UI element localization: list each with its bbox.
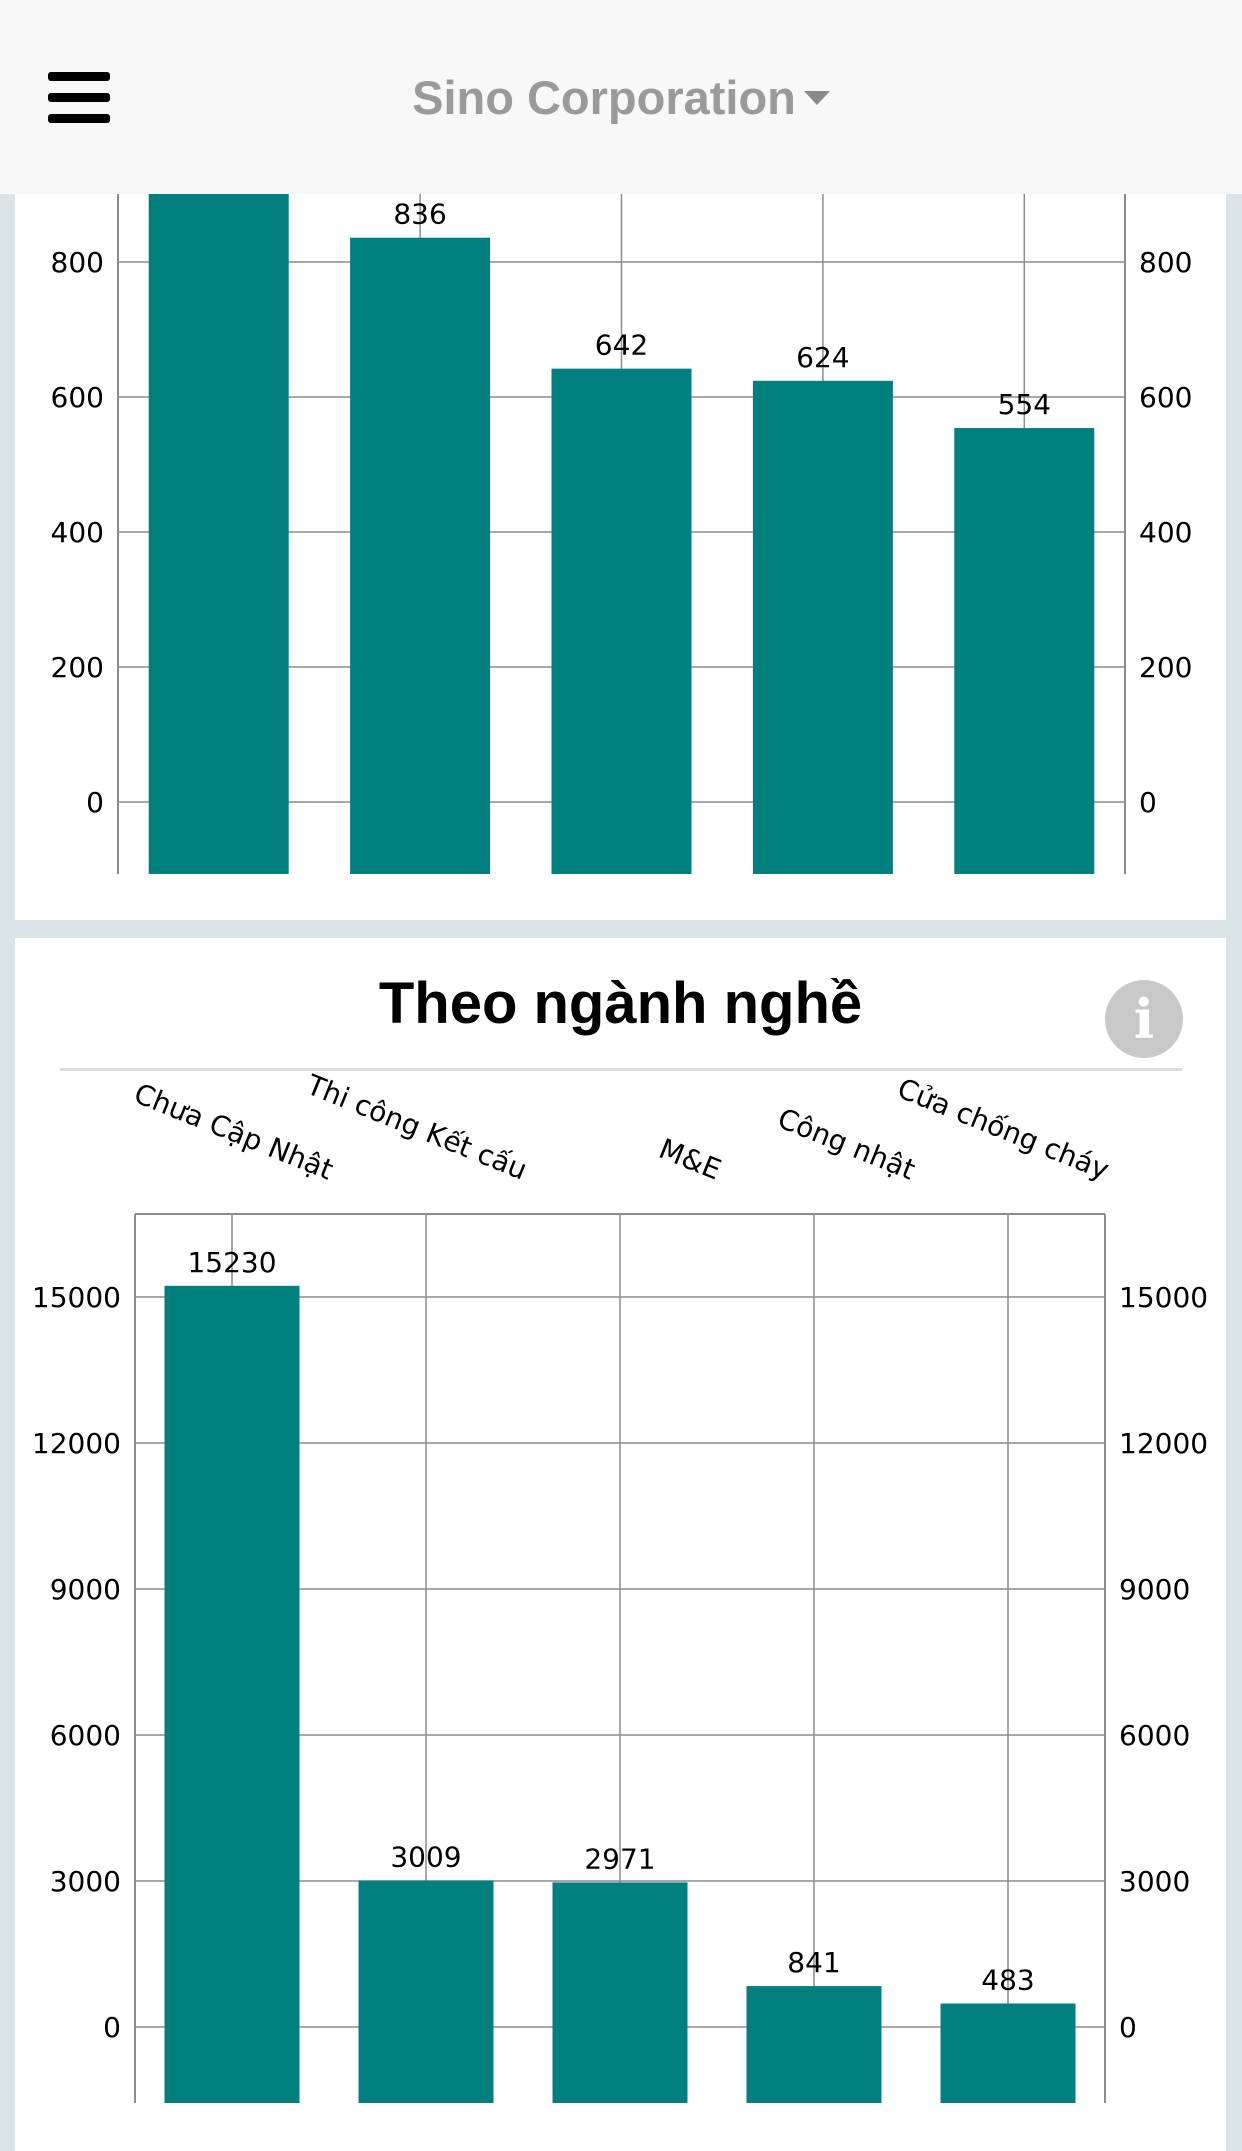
company-switcher[interactable]: Sino Corporation [0,70,1242,125]
data-label: 836 [393,198,446,231]
y-tick-label-left: 9000 [50,1573,121,1606]
data-label: 3009 [390,1841,461,1874]
category-label: Thi công Kết cấu [301,1068,531,1187]
company-name: Sino Corporation [412,71,796,124]
data-label: 483 [981,1963,1034,1996]
y-tick-label-right: 600 [1139,381,1192,414]
app-header: Sino Corporation [0,0,1242,194]
bar [358,1880,494,2103]
data-label: 2971 [584,1842,655,1875]
bar [940,2003,1076,2103]
bar [164,1285,300,2103]
y-tick-label-left: 800 [51,246,104,279]
data-label: 642 [595,329,648,362]
y-tick-label-left: 0 [86,786,104,819]
y-tick-label-right: 400 [1139,516,1192,549]
data-label: 624 [796,341,849,374]
y-tick-label-left: 0 [103,2011,121,2044]
chart-card-by-trade: Theo ngành nghề i 0 0 3000 3000 6000 6000 9000… [15,938,1226,2151]
bar [551,368,692,874]
chart-card-top: 0 0 200 200 400 400 600 600 800 800 836 642 624 554 [15,150,1226,920]
caret-down-icon [803,90,830,105]
hamburger-menu-icon[interactable] [48,72,110,124]
bar [350,237,491,874]
y-tick-label-left: 600 [51,381,104,414]
y-tick-label-right: 0 [1119,2011,1137,2044]
y-tick-label-right: 0 [1139,786,1157,819]
y-tick-label-left: 12000 [32,1427,121,1460]
y-tick-label-right: 6000 [1119,1719,1190,1752]
y-tick-label-left: 6000 [50,1719,121,1752]
y-tick-label-right: 200 [1139,651,1192,684]
y-tick-label-right: 3000 [1119,1865,1190,1898]
info-icon[interactable]: i [1105,980,1183,1058]
bar [148,150,289,874]
y-tick-label-left: 3000 [50,1865,121,1898]
y-tick-label-left: 15000 [32,1281,121,1314]
card-title: Theo ngành nghề [378,971,863,1036]
data-label: 15230 [187,1246,276,1279]
bar [552,1882,688,2103]
bar-chart-top: 0 0 200 200 400 400 600 600 800 800 836 642 624 554 [51,150,1192,874]
data-label: 841 [787,1946,840,1979]
y-tick-label-left: 400 [51,516,104,549]
bar [954,428,1095,874]
category-label: Công nhật [773,1102,920,1187]
y-tick-label-right: 15000 [1119,1281,1208,1314]
bar [752,380,893,874]
divider [60,1068,1182,1071]
y-tick-label-right: 800 [1139,246,1192,279]
category-label: M&E [654,1132,725,1186]
y-tick-label-left: 200 [51,651,104,684]
y-tick-label-right: 9000 [1119,1573,1190,1606]
data-label: 554 [998,388,1051,421]
y-tick-label-right: 12000 [1119,1427,1208,1460]
bar [746,1986,882,2103]
category-label: Cửa chống cháy [893,1072,1114,1187]
bar-chart-by-trade: 0 0 3000 3000 6000 6000 9000 9000 12000 12000 1500… [32,1068,1208,2103]
